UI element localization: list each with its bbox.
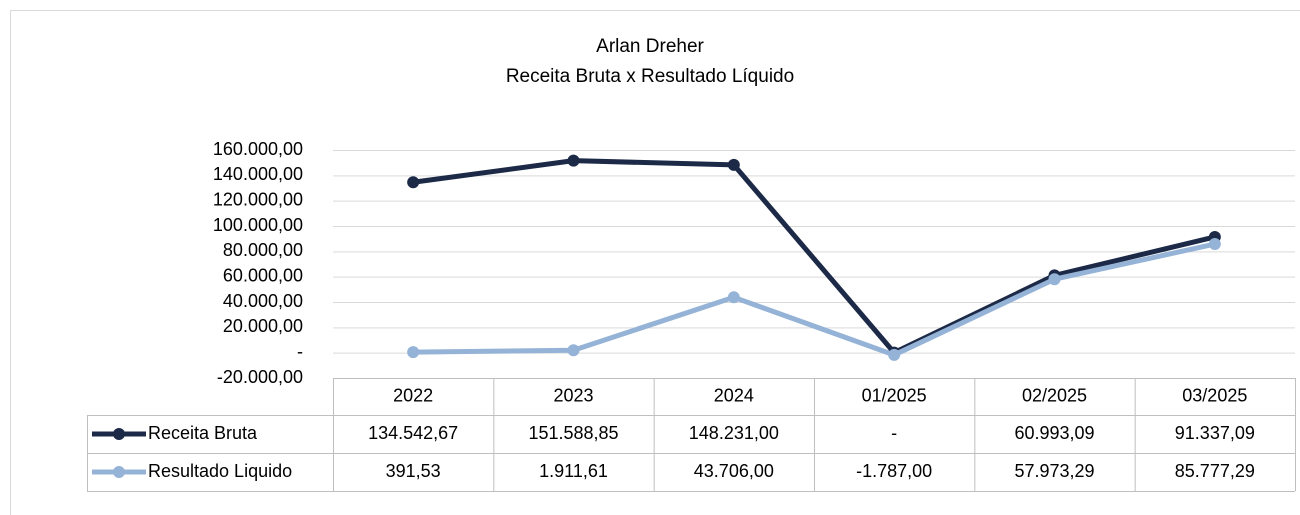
x-tick-label: 2024 (714, 385, 754, 405)
x-tick-label: 03/2025 (1182, 385, 1247, 405)
data-point (888, 348, 901, 361)
table-value: 1.911,61 (539, 461, 608, 481)
y-tick-label: 60.000,00 (223, 265, 303, 285)
y-tick-label: 100.000,00 (213, 215, 303, 235)
series-line (412, 158, 1216, 356)
data-point (567, 344, 580, 357)
y-tick-label: - (297, 341, 303, 361)
y-tick-label: 140.000,00 (213, 164, 303, 184)
table-value: 391,53 (386, 461, 441, 481)
x-tick-label: 2022 (393, 385, 433, 405)
chart-frame (10, 10, 1300, 515)
y-tick-label: 40.000,00 (223, 291, 303, 311)
x-tick-label: 01/2025 (862, 385, 927, 405)
y-tick-label: 120.000,00 (213, 189, 303, 209)
table-value: 57.973,29 (1014, 461, 1094, 481)
data-point (727, 158, 740, 171)
data-point (727, 291, 740, 304)
data-point (407, 176, 420, 189)
data-point (567, 154, 580, 167)
y-tick-label: 80.000,00 (223, 240, 303, 260)
table-value: 151.588,85 (528, 423, 618, 443)
x-tick-label: 2023 (553, 385, 593, 405)
table-value: 85.777,29 (1175, 461, 1255, 481)
table-value: - (891, 423, 897, 443)
data-point (1048, 273, 1061, 286)
chart-subtitle: Receita Bruta x Resultado Líquido (506, 66, 794, 87)
chart-title: Arlan Dreher (596, 36, 704, 57)
table-value: 43.706,00 (694, 461, 774, 481)
data-point (1208, 238, 1221, 251)
table-value: 148.231,00 (689, 423, 779, 443)
table-value: 134.542,67 (368, 423, 458, 443)
legend-label: Resultado Liquido (148, 461, 292, 481)
data-point (407, 346, 420, 359)
legend-marker (113, 428, 125, 440)
y-tick-label: 160.000,00 (213, 139, 303, 159)
y-tick-label: -20.000,00 (217, 367, 303, 387)
legend-marker (113, 466, 125, 478)
table-value: 91.337,09 (1175, 423, 1255, 443)
legend-label: Receita Bruta (148, 423, 258, 443)
series-line (413, 241, 1216, 358)
x-tick-label: 02/2025 (1022, 385, 1087, 405)
table-value: -1.787,00 (856, 461, 932, 481)
y-tick-label: 20.000,00 (223, 316, 303, 336)
table-value: 60.993,09 (1014, 423, 1094, 443)
